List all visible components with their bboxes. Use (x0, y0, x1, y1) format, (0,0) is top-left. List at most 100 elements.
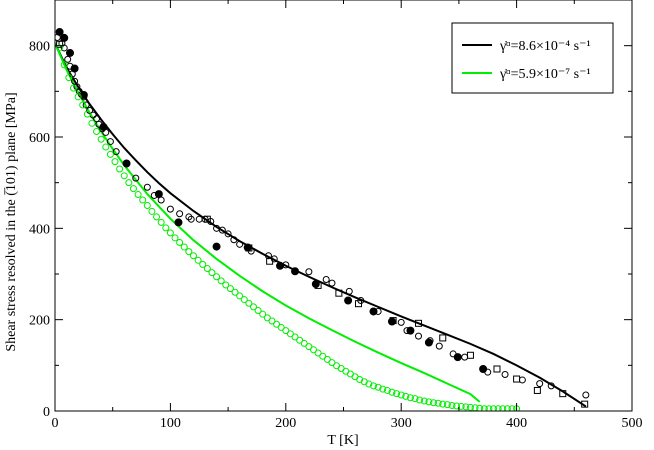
x-tick-label: 500 (622, 416, 643, 431)
data-point (484, 368, 492, 376)
data-point (203, 215, 211, 223)
data-point (245, 244, 253, 252)
data-point (134, 191, 142, 199)
legend: γ̇ᵅ=8.6×10⁻⁴ s⁻¹ γ̇ᵅ=5.9×10⁻⁷ s⁻¹ (451, 22, 614, 94)
data-point (185, 248, 193, 256)
data-point (212, 242, 221, 251)
x-axis-label: T [K] (327, 433, 358, 448)
series-line-0 (55, 42, 587, 408)
data-point (150, 191, 158, 199)
data-point (125, 179, 133, 187)
data-point (314, 281, 322, 289)
data-point (176, 238, 184, 246)
data-point (499, 405, 507, 411)
data-point (213, 273, 221, 281)
data-point (345, 287, 353, 295)
data-point (236, 292, 244, 300)
data-point (397, 318, 405, 326)
data-point (389, 317, 397, 325)
data-point (374, 383, 382, 391)
data-point (559, 390, 567, 398)
data-point (65, 74, 73, 82)
data-point (82, 101, 90, 109)
data-point (379, 385, 387, 393)
data-point (185, 213, 193, 221)
y-tick-label: 400 (29, 222, 50, 237)
data-point (466, 403, 474, 411)
data-point (97, 135, 105, 143)
data-point (143, 183, 151, 191)
data-point (430, 399, 438, 407)
data-point (547, 382, 555, 390)
data-point (245, 299, 253, 307)
data-point (300, 339, 308, 347)
data-point (270, 255, 278, 263)
data-point (416, 396, 424, 404)
data-point (166, 205, 174, 213)
y-tick-label: 800 (29, 40, 50, 55)
data-point (86, 107, 94, 115)
data-point (93, 128, 101, 136)
y-tick-label: 200 (29, 314, 50, 329)
data-point (66, 48, 75, 57)
data-point (425, 398, 433, 406)
data-point (393, 390, 401, 398)
data-point (116, 165, 124, 173)
data-point (224, 230, 232, 238)
data-point (112, 148, 120, 156)
data-point (518, 376, 526, 384)
data-point (277, 323, 285, 331)
data-point (226, 285, 234, 293)
data-point (439, 334, 447, 342)
data-point (74, 93, 82, 101)
data-point (60, 44, 68, 52)
data-point (435, 342, 443, 350)
data-point (335, 289, 343, 297)
data-point (305, 268, 313, 276)
data-point (420, 397, 428, 405)
data-point (56, 40, 64, 48)
data-point (282, 261, 290, 269)
data-point (148, 207, 156, 215)
data-point (171, 234, 179, 242)
data-point (314, 349, 322, 357)
data-point (403, 327, 411, 335)
data-point (240, 296, 248, 304)
data-point (268, 317, 276, 325)
data-point (79, 101, 87, 109)
data-point (485, 405, 493, 411)
data-point (266, 257, 274, 265)
legend-label-2: γ̇ᵅ=5.9×10⁻⁷ s⁻¹ (499, 67, 591, 82)
data-point (56, 44, 64, 52)
data-point (276, 261, 285, 270)
data-point (533, 386, 541, 394)
data-point (415, 332, 423, 340)
data-point (199, 260, 207, 268)
legend-label-1: γ̇ᵅ=8.6×10⁻⁴ s⁻¹ (499, 39, 591, 54)
data-point (365, 380, 373, 388)
data-point (397, 391, 405, 399)
data-point (83, 110, 91, 118)
data-point (254, 307, 262, 315)
data-point (322, 275, 330, 283)
data-point (291, 267, 300, 276)
y-axis-label: Shear stress resolved in the (̅101) plan… (4, 92, 19, 351)
data-point (344, 296, 353, 305)
data-point (355, 300, 363, 308)
data-point (189, 252, 197, 260)
data-point (217, 277, 225, 285)
data-point (176, 210, 184, 218)
data-point (443, 401, 451, 409)
data-point (291, 333, 299, 341)
data-point (448, 402, 456, 410)
data-point (95, 120, 103, 128)
data-point (309, 346, 317, 354)
data-point (218, 226, 226, 234)
data-point (111, 158, 119, 166)
y-tick-label: 0 (43, 405, 50, 420)
data-point (415, 319, 423, 327)
data-point (503, 405, 511, 411)
data-point (102, 143, 110, 151)
data-point (383, 386, 391, 394)
